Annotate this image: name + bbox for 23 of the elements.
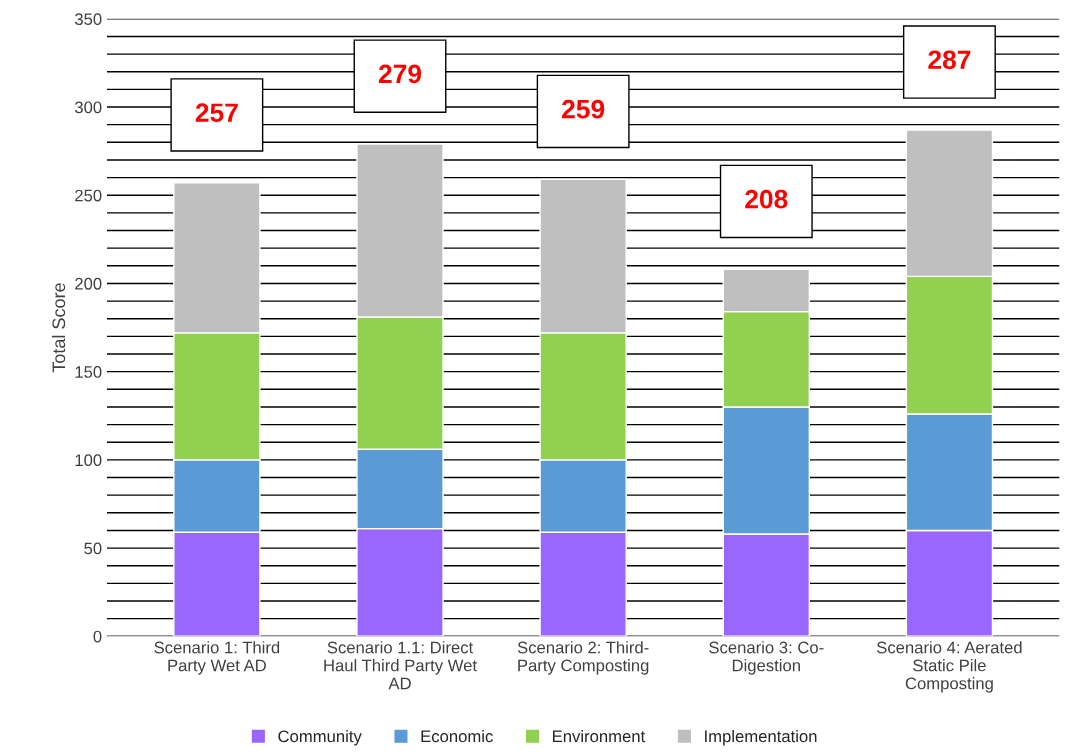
total-label: 287 [928,50,971,70]
total-label: 279 [378,64,422,84]
total-label: 208 [745,189,788,209]
y-tick-label: 50 [84,542,102,555]
x-tick-label: Scenario 1.1: Direct Haul Third Party Wet AD [324,641,477,690]
y-tick-label: 100 [75,454,102,467]
legend-label: Community [278,729,362,746]
x-tick-label: Scenario 2: Third- Party Composting [517,641,649,675]
total-label: 257 [195,103,238,123]
y-axis-title: Total Score [51,283,66,373]
legend-label: Environment [553,729,646,743]
x-tick-label: Scenario 4: Aerated Static Pile Composting [876,641,1022,693]
y-tick-label: 0 [93,630,102,643]
total-label: 259 [562,99,605,119]
y-tick-label: 200 [75,277,102,290]
legend-label: Implementation [705,729,817,746]
x-tick-label: Scenario 1: Third Party Wet AD [154,641,280,675]
y-tick-label: 350 [74,13,102,26]
y-tick-label: 150 [75,366,102,378]
legend-label: Economic [421,729,493,743]
y-tick-label: 250 [75,189,102,202]
y-tick-label: 300 [74,101,102,114]
x-tick-label: Scenario 3: Co- Digestion [709,641,824,675]
